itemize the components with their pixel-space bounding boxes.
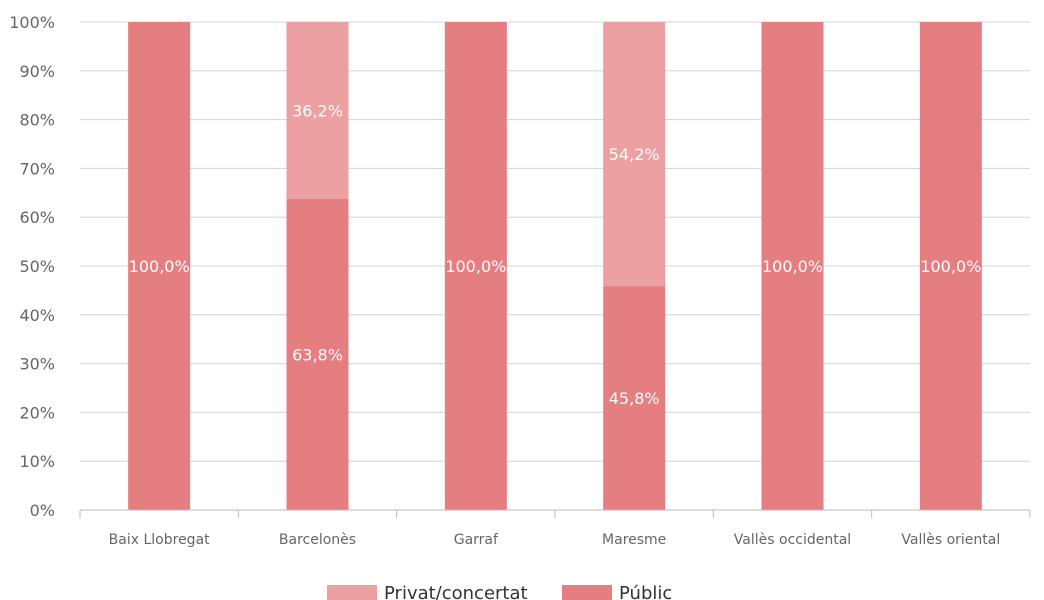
data-label: 100,0% [445,257,506,276]
y-tick-label: 90% [19,62,55,81]
y-tick-label: 40% [19,306,55,325]
legend: Privat/concertat Públic [327,583,672,600]
x-category-label: Vallès occidental [734,532,851,548]
x-category-label: Garraf [454,532,499,548]
y-tick-label: 80% [19,111,55,130]
bar-segment [603,286,666,510]
y-tick-label: 30% [19,355,55,374]
y-tick-label: 100% [9,13,55,32]
y-tick-label: 10% [19,452,55,471]
legend-label: Públic [619,583,672,600]
bar-segment [603,22,666,287]
bar-segment [286,22,349,199]
y-tick-label: 70% [19,159,55,178]
y-tick-label: 50% [19,257,55,276]
x-axis: Baix Llobregat Barcelonès Garraf Maresme Val… [79,509,1031,548]
x-category-label: Maresme [602,532,666,548]
bar-segment [761,22,824,510]
legend-swatch [327,585,377,600]
legend-swatch [562,585,612,600]
data-label: 100,0% [920,257,981,276]
y-tick-label: 60% [19,208,55,227]
y-tick-label: 0% [30,501,55,520]
gridlines [80,21,1030,462]
data-label: 54,2% [609,145,660,164]
bar-segment [286,198,349,510]
data-label: 63,8% [292,345,343,364]
data-label: 100,0% [762,257,823,276]
x-category-label: Baix Llobregat [109,532,210,548]
x-category-label: Barcelonès [279,532,356,548]
y-tick-label: 20% [19,403,55,422]
data-label: 100,0% [129,257,190,276]
bar-segment [919,22,982,510]
bar-segment [444,22,507,510]
bar-segment [128,22,191,510]
legend-label: Privat/concertat [384,583,528,600]
data-label: 45,8% [609,389,660,408]
data-label: 36,2% [292,101,343,120]
y-axis-tick-labels: 0% 10% 20% 30% 40% 50% 60% 70% 80% 90% 100% [9,13,55,520]
bars: 100,0% 63,8% 36,2% 100,0% 45,8% 54,2% 100,0% 10… [128,22,982,510]
x-category-label: Vallès oriental [901,532,1000,548]
